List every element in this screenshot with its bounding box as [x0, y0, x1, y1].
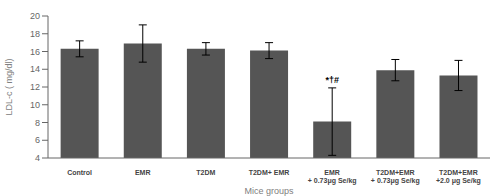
svg-text:Control: Control: [67, 169, 92, 176]
svg-text:10: 10: [30, 100, 40, 110]
svg-text:EMR+ 0.73μg Se/kg: EMR+ 0.73μg Se/kg: [308, 169, 357, 185]
svg-text:Mice groups: Mice groups: [244, 186, 294, 196]
svg-text:16: 16: [30, 47, 40, 57]
svg-text:6: 6: [35, 135, 40, 145]
svg-text:LDL-c ( mg/dl): LDL-c ( mg/dl): [8, 58, 14, 115]
svg-text:18: 18: [30, 29, 40, 39]
svg-text:20: 20: [30, 11, 40, 21]
svg-text:T2DM+ EMR: T2DM+ EMR: [249, 169, 290, 176]
svg-text:*†#: *†#: [325, 75, 339, 85]
svg-text:12: 12: [30, 82, 40, 92]
svg-text:4: 4: [35, 153, 40, 163]
svg-text:EMR: EMR: [135, 169, 151, 176]
svg-text:T2DM+EMR+2.0 μg Se/kg: T2DM+EMR+2.0 μg Se/kg: [436, 169, 481, 185]
svg-text:T2DM: T2DM: [196, 169, 215, 176]
svg-text:8: 8: [35, 118, 40, 128]
svg-text:14: 14: [30, 64, 40, 74]
svg-text:T2DM+EMR+ 0.73μg Se/kg: T2DM+EMR+ 0.73μg Se/kg: [371, 169, 420, 185]
